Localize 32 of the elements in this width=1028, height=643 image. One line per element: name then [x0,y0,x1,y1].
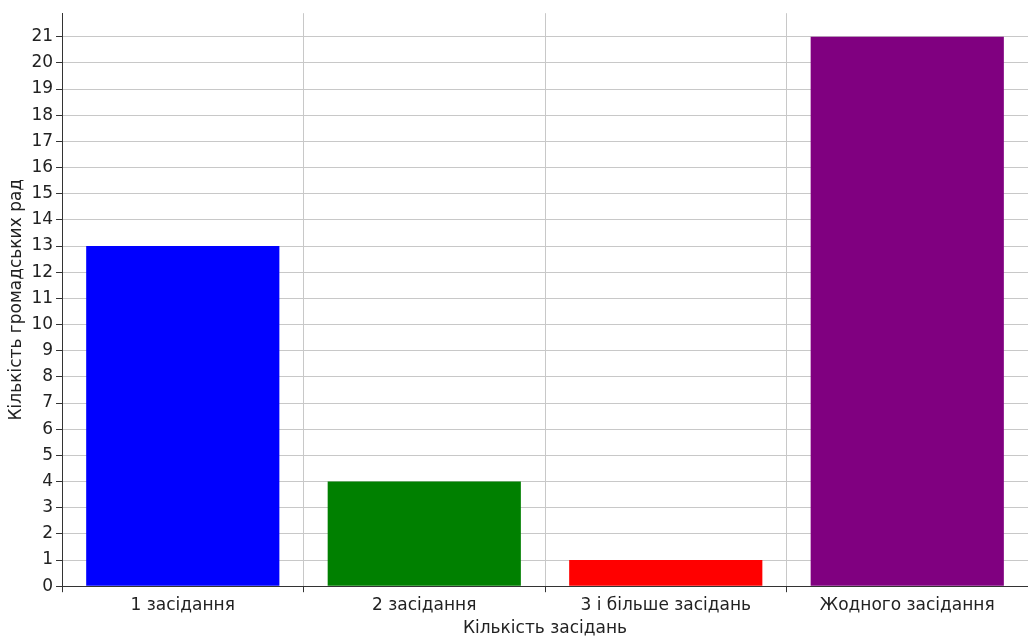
y-tick-label: 1 [42,548,54,569]
x-tick-label: 1 засідання [130,593,235,614]
x-tick-label: 3 і більше засідань [580,593,752,614]
y-tick-label: 4 [42,469,54,490]
y-axis-title: Кількість громадських рад [4,178,25,421]
y-tick-label: 0 [42,574,54,595]
x-tick-label: 2 засідання [372,593,477,614]
y-tick-label: 14 [31,208,54,229]
y-tick-label: 18 [31,103,54,124]
y-tick-label: 9 [42,339,54,360]
bar [327,481,521,586]
y-tick-label: 10 [31,312,54,333]
x-tick-label: Жодного засідання [819,593,995,614]
y-tick-label: 16 [31,155,54,176]
y-tick-label: 5 [42,443,54,464]
y-tick-label: 17 [31,129,54,150]
bar [810,36,1004,586]
y-tick-label: 7 [42,391,54,412]
y-tick-label: 19 [31,77,54,98]
y-tick-label: 8 [42,365,54,386]
y-tick-label: 11 [31,286,54,307]
y-tick-label: 21 [31,25,54,46]
x-axis-title: Кількість засідань [462,617,628,638]
y-tick-label: 12 [31,260,54,281]
y-tick-label: 2 [42,522,54,543]
y-tick-label: 3 [42,496,54,517]
bar [569,560,763,586]
y-tick-label: 13 [31,234,54,255]
y-tick-label: 15 [31,182,54,203]
y-tick-label: 20 [31,51,54,72]
bar [86,246,280,586]
y-tick-label: 6 [42,417,54,438]
